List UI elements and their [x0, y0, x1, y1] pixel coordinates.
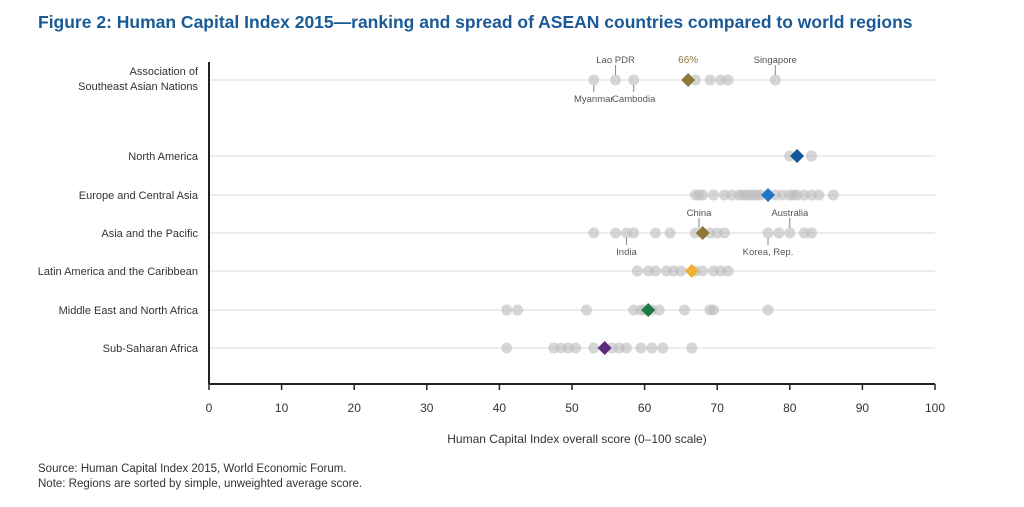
country-point — [813, 189, 825, 201]
country-point — [697, 189, 709, 201]
country-point — [512, 304, 524, 316]
country-point — [827, 189, 839, 201]
country-point — [675, 265, 687, 277]
country-point — [689, 74, 701, 86]
average-marker — [790, 149, 805, 163]
country-point — [649, 265, 661, 277]
country-point — [610, 227, 622, 239]
country-point — [784, 150, 796, 162]
country-point — [581, 304, 593, 316]
annotation-label: China — [687, 208, 713, 219]
country-point — [588, 227, 600, 239]
average-marker — [761, 188, 776, 202]
x-tick-label: 70 — [711, 401, 725, 415]
country-point — [664, 227, 676, 239]
x-tick-label: 100 — [925, 401, 945, 415]
average-label: 66% — [678, 55, 698, 66]
country-point — [686, 342, 698, 354]
average-marker — [597, 341, 612, 355]
country-point — [806, 227, 818, 239]
country-point — [679, 304, 691, 316]
series-row: Latin America and the Caribbean — [38, 264, 935, 278]
country-point — [649, 227, 661, 239]
country-point — [501, 342, 513, 354]
country-point — [769, 74, 781, 86]
country-point — [762, 304, 774, 316]
x-tick-label: 60 — [638, 401, 652, 415]
country-point — [718, 227, 730, 239]
country-point — [657, 342, 669, 354]
country-point — [570, 342, 582, 354]
country-point — [762, 227, 774, 239]
x-tick-label: 0 — [206, 401, 213, 415]
x-tick-label: 10 — [275, 401, 289, 415]
series-row: North America — [128, 149, 935, 163]
chart-plot: Association of Southeast Asian Nations Lao… — [38, 55, 946, 446]
country-point — [588, 342, 600, 354]
annotation-label: Korea, Rep. — [743, 247, 794, 258]
country-point — [689, 227, 701, 239]
series-label: Asia and the Pacific — [101, 228, 198, 240]
footnotes: Source: Human Capital Index 2015, World … — [38, 462, 362, 492]
x-tick-label: 40 — [493, 401, 507, 415]
annotation-label: Myanmar — [574, 94, 614, 105]
country-point — [755, 189, 767, 201]
annotation-label: India — [616, 247, 637, 258]
series-row: Association of Southeast Asian Nations Lao… — [78, 55, 935, 105]
country-point — [722, 265, 734, 277]
chart-title: Figure 2: Human Capital Index 2015—ranki… — [38, 12, 913, 32]
series-label: Association of — [130, 66, 199, 78]
country-point — [610, 74, 622, 86]
x-tick-label: 90 — [856, 401, 870, 415]
country-point — [620, 342, 632, 354]
annotation-label: Australia — [771, 208, 809, 219]
series-label: Sub-Saharan Africa — [103, 343, 199, 355]
series-row: Sub-Saharan Africa — [103, 341, 935, 355]
country-point — [653, 304, 665, 316]
annotation-label: Cambodia — [612, 94, 656, 105]
country-point — [708, 189, 720, 201]
series-row: Asia and the Pacific China Australia India K… — [101, 208, 935, 258]
series-label: Europe and Central Asia — [79, 190, 199, 202]
series-row: Europe and Central Asia — [79, 188, 935, 202]
x-tick-label: 50 — [565, 401, 579, 415]
annotation-label: Lao PDR — [596, 55, 635, 66]
series-label: North America — [128, 151, 199, 163]
country-point — [784, 227, 796, 239]
country-point — [646, 342, 658, 354]
country-point — [635, 342, 647, 354]
country-point — [631, 265, 643, 277]
country-point — [704, 74, 716, 86]
series-label: Middle East and North Africa — [59, 305, 199, 317]
plot-rows: Association of Southeast Asian Nations Lao… — [38, 55, 935, 355]
average-marker — [695, 226, 710, 240]
country-point — [628, 227, 640, 239]
country-point — [501, 304, 513, 316]
annotation-label: Singapore — [754, 55, 797, 66]
average-marker — [684, 264, 699, 278]
country-point — [628, 74, 640, 86]
average-marker — [681, 73, 696, 87]
x-tick-label: 80 — [783, 401, 797, 415]
country-point — [722, 74, 734, 86]
series-row: Middle East and North Africa — [59, 303, 935, 317]
series-label: Latin America and the Caribbean — [38, 266, 198, 278]
country-point — [588, 74, 600, 86]
country-point — [697, 265, 709, 277]
country-point — [708, 304, 720, 316]
x-axis: 0 10 20 30 40 50 60 70 80 90 100 — [206, 62, 945, 415]
series-label: Southeast Asian Nations — [78, 81, 198, 93]
source-note: Source: Human Capital Index 2015, World … — [38, 463, 347, 475]
country-point — [773, 227, 785, 239]
average-marker — [641, 303, 656, 317]
x-tick-label: 30 — [420, 401, 434, 415]
country-point — [806, 150, 818, 162]
sort-note: Note: Regions are sorted by simple, unwe… — [38, 478, 363, 490]
x-axis-label: Human Capital Index overall score (0–100… — [447, 432, 706, 446]
x-tick-label: 20 — [348, 401, 362, 415]
